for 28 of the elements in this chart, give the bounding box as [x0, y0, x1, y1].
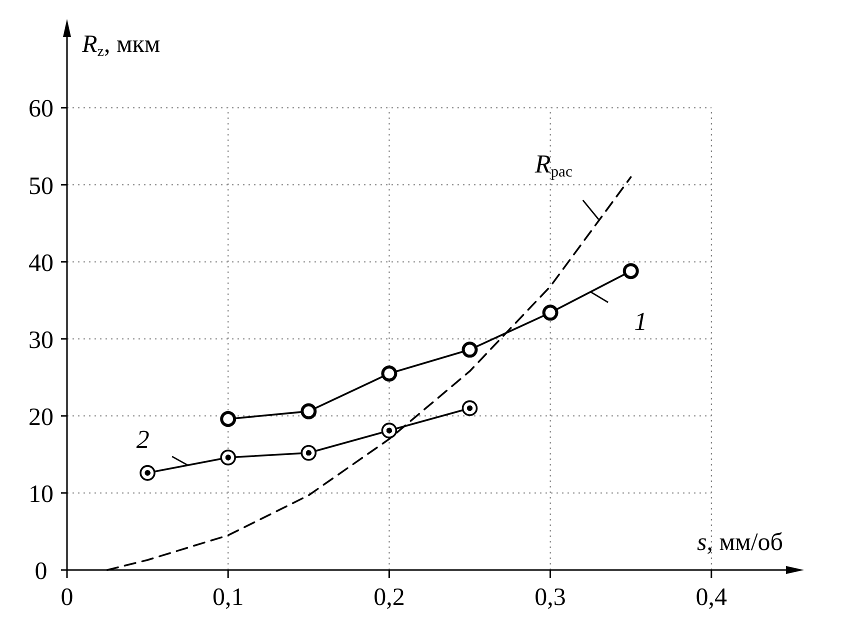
y-tick-label: 10	[28, 480, 54, 508]
point	[300, 444, 317, 461]
x-tick-label: 0,1	[212, 584, 244, 611]
y-axis-title: R$_{z}$, мкм	[81, 31, 160, 60]
point	[300, 403, 317, 420]
point	[140, 465, 156, 481]
point	[220, 450, 236, 466]
x-axis-title: s, мм/об	[696, 529, 784, 556]
x-tick-label: 0,4	[696, 584, 728, 611]
x-tick-label: 0,3	[534, 584, 566, 611]
y-tick-label: 0	[34, 558, 48, 585]
point	[381, 366, 398, 382]
x-tick-label: 0	[60, 584, 74, 611]
series-label: R$_{рас}$	[534, 149, 572, 180]
y-tick-label: 60	[28, 96, 54, 123]
point	[542, 304, 558, 321]
y-tick-label: 40	[28, 250, 54, 277]
point	[622, 263, 639, 280]
series-label: 2	[136, 425, 150, 454]
point	[462, 342, 478, 358]
x-tick-label: 0,2	[374, 584, 405, 611]
y-tick-label: 20	[28, 404, 54, 431]
y-tick-label: 30	[28, 326, 54, 354]
point	[220, 410, 236, 427]
point	[462, 400, 478, 416]
series-label: 1	[634, 306, 648, 336]
point	[381, 422, 398, 438]
y-tick-label: 50	[28, 172, 54, 200]
